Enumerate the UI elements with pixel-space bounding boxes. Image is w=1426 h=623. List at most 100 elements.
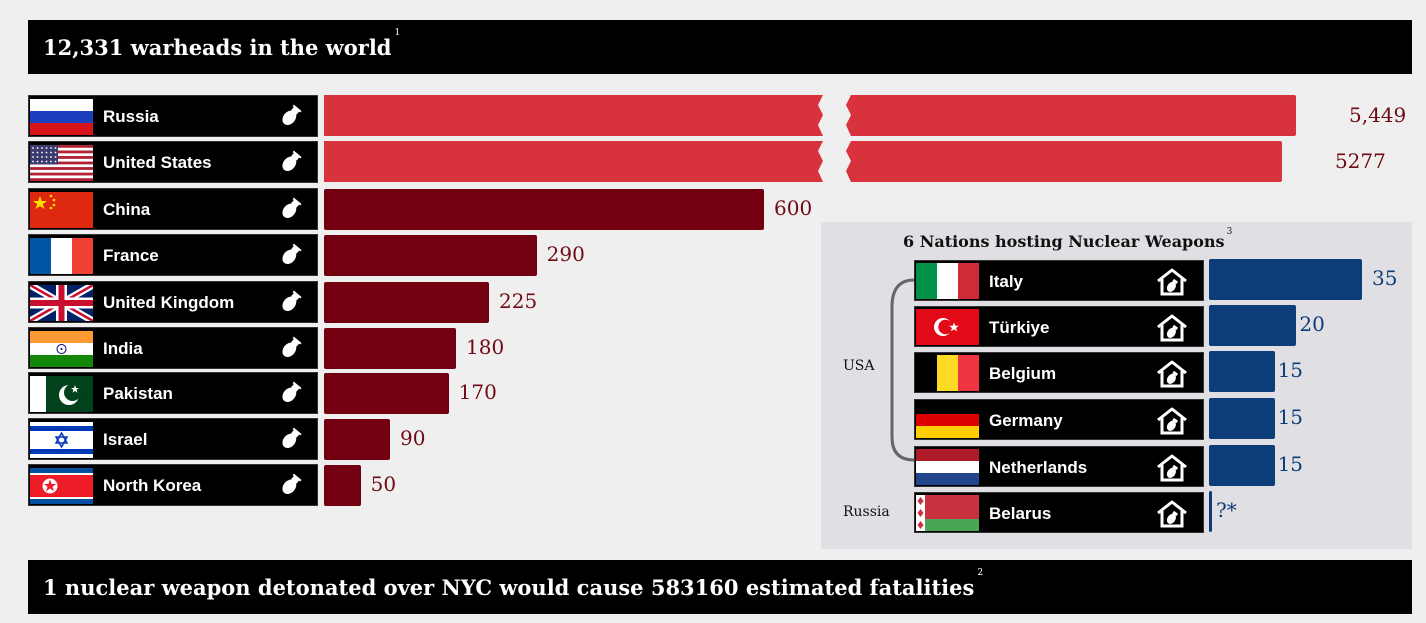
country-name: North Korea xyxy=(103,476,202,495)
bomb-icon xyxy=(277,427,303,453)
bomb-icon xyxy=(277,197,303,223)
bomb-icon xyxy=(277,104,303,130)
host-bar-belgium xyxy=(1209,351,1275,392)
title-banner: 12,331 warheads in the world 1 xyxy=(28,20,1412,74)
flag-germany-icon xyxy=(916,402,979,438)
host-value-belarus: ?* xyxy=(1216,498,1237,522)
country-name: Israel xyxy=(103,430,148,449)
country-name: Russia xyxy=(103,107,159,126)
country-name: France xyxy=(103,246,159,265)
flag-north-korea-icon xyxy=(30,468,93,504)
host-value-netherlands: 15 xyxy=(1277,452,1304,476)
country-name: India xyxy=(103,339,143,358)
flag-belgium-icon xyxy=(916,355,979,391)
bar-pakistan xyxy=(324,373,449,414)
value-label-france: 290 xyxy=(546,242,585,266)
group-label-russia: Russia xyxy=(843,504,890,520)
host-country-name: Türkiye xyxy=(989,318,1050,337)
group-label-usa: USA xyxy=(843,358,875,374)
usa-group-brace xyxy=(890,278,915,462)
flag-united-states-icon xyxy=(30,145,93,181)
bomb-icon xyxy=(277,473,303,499)
host-bar-germany xyxy=(1209,398,1275,439)
flag-belarus-icon xyxy=(916,495,979,531)
flag-netherlands-icon xyxy=(916,449,979,485)
flag-israel-icon xyxy=(30,422,93,458)
host-bar-turkiye xyxy=(1209,305,1297,346)
host-bar-italy xyxy=(1209,259,1362,300)
bomb-icon xyxy=(277,290,303,316)
country-label-france: France xyxy=(28,234,318,276)
country-label-north-korea: North Korea xyxy=(28,464,318,506)
house-bomb-icon xyxy=(1155,406,1189,436)
host-bar-belarus xyxy=(1209,491,1212,532)
flag-turkiye-icon xyxy=(916,309,979,345)
bar-united-kingdom xyxy=(324,282,489,323)
host-country-name: Germany xyxy=(989,411,1063,430)
country-name: Pakistan xyxy=(103,384,173,403)
hosting-title-footnote: 3 xyxy=(1226,226,1233,237)
hosting-title-text: 6 Nations hosting Nuclear Weapons xyxy=(903,232,1225,251)
host-label-italy: Italy xyxy=(914,260,1204,301)
house-bomb-icon xyxy=(1155,359,1189,389)
bar-russia xyxy=(324,95,1296,136)
house-bomb-icon xyxy=(1155,453,1189,483)
value-label-united-kingdom: 225 xyxy=(499,289,538,313)
country-label-israel: Israel xyxy=(28,418,318,460)
flag-russia-icon xyxy=(30,99,93,135)
value-label-china: 600 xyxy=(774,196,813,220)
host-country-name: Netherlands xyxy=(989,458,1088,477)
fatalities-banner: 1 nuclear weapon detonated over NYC woul… xyxy=(28,560,1412,614)
country-label-india: India xyxy=(28,327,318,369)
value-label-united-states: 5277 xyxy=(1334,149,1386,173)
host-label-belgium: Belgium xyxy=(914,352,1204,393)
value-label-russia: 5,449 xyxy=(1349,103,1407,127)
bomb-icon xyxy=(277,150,303,176)
flag-france-icon xyxy=(30,238,93,274)
fatalities-text: 1 nuclear weapon detonated over NYC woul… xyxy=(43,574,975,600)
bomb-icon xyxy=(277,381,303,407)
hosting-nations-panel: 6 Nations hosting Nuclear Weapons3 USA R… xyxy=(821,222,1412,549)
bar-united-states xyxy=(324,141,1282,182)
host-country-name: Belarus xyxy=(989,504,1052,523)
host-label-belarus: Belarus xyxy=(914,492,1204,533)
host-label-germany: Germany xyxy=(914,399,1204,440)
value-label-pakistan: 170 xyxy=(458,380,497,404)
house-bomb-icon xyxy=(1155,313,1189,343)
flag-india-icon xyxy=(30,331,93,367)
host-country-name: Belgium xyxy=(989,364,1057,383)
flag-italy-icon xyxy=(916,263,979,299)
host-value-italy: 35 xyxy=(1372,266,1398,290)
host-country-name: Italy xyxy=(989,272,1024,291)
bar-china xyxy=(324,189,764,230)
country-label-united-kingdom: United Kingdom xyxy=(28,281,318,323)
bomb-icon xyxy=(277,336,303,362)
title-footnote: 1 xyxy=(394,28,401,38)
country-name: United States xyxy=(103,153,212,172)
country-name: China xyxy=(103,200,151,219)
country-label-china: China xyxy=(28,188,318,230)
host-bar-netherlands xyxy=(1209,445,1275,486)
host-label-turkiye: Türkiye xyxy=(914,306,1204,347)
host-value-germany: 15 xyxy=(1277,405,1304,429)
country-label-pakistan: Pakistan xyxy=(28,372,318,414)
host-value-belgium: 15 xyxy=(1277,358,1304,382)
bomb-icon xyxy=(277,243,303,269)
house-bomb-icon xyxy=(1155,267,1189,297)
bar-israel xyxy=(324,419,390,460)
flag-united-kingdom-icon xyxy=(30,285,93,321)
country-label-russia: Russia xyxy=(28,95,318,137)
hosting-chart-title: 6 Nations hosting Nuclear Weapons3 xyxy=(903,227,1232,251)
host-label-netherlands: Netherlands xyxy=(914,446,1204,487)
house-bomb-icon xyxy=(1155,499,1189,529)
value-label-north-korea: 50 xyxy=(370,472,397,496)
host-value-turkiye: 20 xyxy=(1299,312,1325,336)
value-label-india: 180 xyxy=(466,335,505,359)
bar-india xyxy=(324,328,456,369)
country-label-united-states: United States xyxy=(28,141,318,183)
bar-france xyxy=(324,235,537,276)
flag-china-icon xyxy=(30,192,93,228)
fatalities-footnote: 2 xyxy=(977,568,984,578)
chart-title: 12,331 warheads in the world xyxy=(43,34,392,60)
flag-pakistan-icon xyxy=(30,376,93,412)
